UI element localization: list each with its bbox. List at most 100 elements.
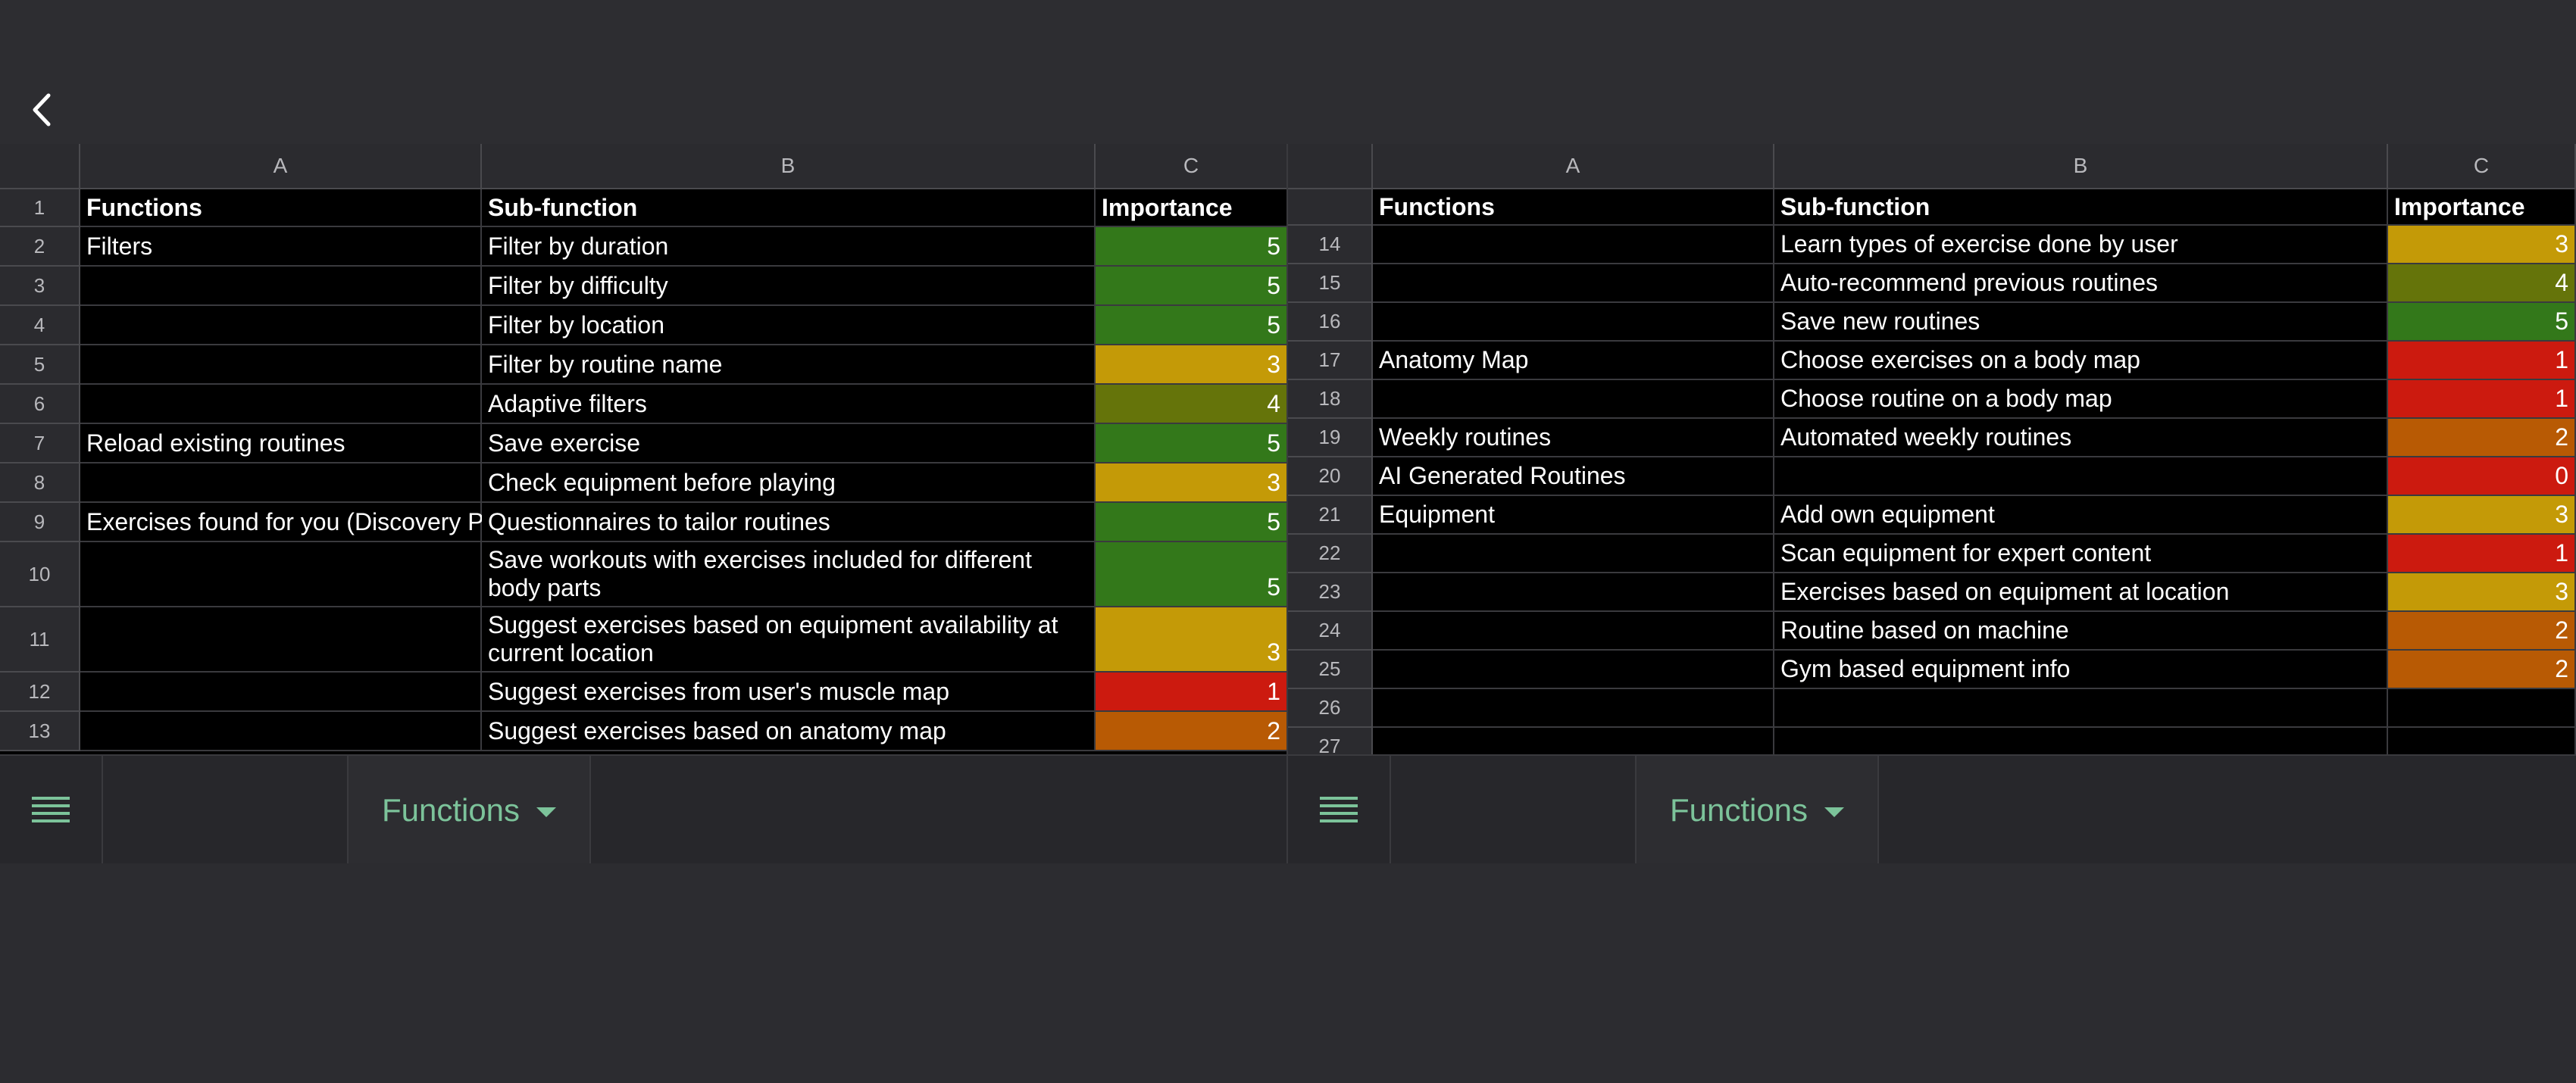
column-b-header[interactable]: B	[1774, 144, 2388, 189]
row-number[interactable]	[1288, 189, 1373, 226]
cell-function[interactable]: AI Generated Routines	[1373, 457, 1774, 496]
cell-importance[interactable]: 1	[2388, 535, 2576, 573]
cell-function[interactable]	[80, 267, 482, 306]
row-number[interactable]: 13	[0, 712, 80, 751]
cell-sub-function[interactable]: Save exercise	[482, 424, 1096, 463]
cell-sub-function[interactable]: Automated weekly routines	[1774, 419, 2388, 457]
cell-sub-function[interactable]: Exercises based on equipment at location	[1774, 573, 2388, 612]
column-c-header[interactable]: C	[1096, 144, 1288, 189]
cell-function[interactable]: Reload existing routines	[80, 424, 482, 463]
cell-sub-function[interactable]: Check equipment before playing	[482, 463, 1096, 503]
cell-importance[interactable]: 5	[1096, 267, 1288, 306]
cell-sub-function[interactable]: Filter by routine name	[482, 345, 1096, 385]
row-number[interactable]: 19	[1288, 419, 1373, 457]
header-cell-b[interactable]: Sub-function	[1774, 189, 2388, 226]
cell-function[interactable]: Weekly routines	[1373, 419, 1774, 457]
cell-function[interactable]	[80, 712, 482, 751]
cell-importance[interactable]: 2	[1096, 712, 1288, 751]
cell-importance[interactable]: 3	[2388, 226, 2576, 264]
spreadsheet-grid[interactable]: A B C Functions Sub-function Importance 14 Lear…	[1288, 144, 2576, 754]
cell-importance[interactable]: 3	[2388, 573, 2576, 612]
row-number[interactable]: 10	[0, 542, 80, 607]
cell-sub-function[interactable]: Suggest exercises from user's muscle map	[482, 673, 1096, 712]
row-number[interactable]: 15	[1288, 264, 1373, 303]
cell-sub-function[interactable]: Gym based equipment info	[1774, 651, 2388, 689]
cell-sub-function[interactable]: Learn types of exercise done by user	[1774, 226, 2388, 264]
row-number[interactable]: 21	[1288, 496, 1373, 535]
cell-sub-function[interactable]: Suggest exercises based on equipment ava…	[482, 607, 1096, 673]
cell-importance[interactable]: 2	[2388, 651, 2576, 689]
cell-function[interactable]: Anatomy Map	[1373, 342, 1774, 380]
row-number[interactable]: 11	[0, 607, 80, 673]
cell-importance[interactable]: 5	[1096, 227, 1288, 267]
row-number[interactable]: 18	[1288, 380, 1373, 419]
row-number[interactable]: 14	[1288, 226, 1373, 264]
cell-function[interactable]: Functions	[80, 189, 482, 227]
cell-sub-function[interactable]: Save workouts with exercises included fo…	[482, 542, 1096, 607]
cell-sub-function[interactable]: Suggest exercises based on anatomy map	[482, 712, 1096, 751]
all-sheets-button[interactable]	[0, 756, 103, 863]
cell-function[interactable]	[1373, 651, 1774, 689]
cell-importance[interactable]: 3	[1096, 607, 1288, 673]
row-number[interactable]: 1	[0, 189, 80, 227]
cell-function[interactable]: Filters	[80, 227, 482, 267]
cell-sub-function[interactable]: Scan equipment for expert content	[1774, 535, 2388, 573]
cell-function[interactable]	[1373, 535, 1774, 573]
cell-sub-function[interactable]: Auto-recommend previous routines	[1774, 264, 2388, 303]
cell-sub-function[interactable]: Choose exercises on a body map	[1774, 342, 2388, 380]
cell-sub-function[interactable]: Adaptive filters	[482, 385, 1096, 424]
cell-function[interactable]	[80, 463, 482, 503]
cell-function[interactable]: Equipment	[1373, 496, 1774, 535]
cell-function[interactable]	[1373, 226, 1774, 264]
cell-function[interactable]	[1373, 573, 1774, 612]
cell-sub-function[interactable]: Filter by duration	[482, 227, 1096, 267]
cell-sub-function[interactable]	[1774, 728, 2388, 754]
cell-importance[interactable]: 4	[1096, 385, 1288, 424]
all-sheets-button[interactable]	[1288, 756, 1391, 863]
row-number[interactable]: 9	[0, 503, 80, 542]
cell-function[interactable]	[80, 607, 482, 673]
cell-importance[interactable]: 1	[2388, 342, 2576, 380]
cell-function[interactable]	[80, 385, 482, 424]
row-number[interactable]: 26	[1288, 689, 1373, 728]
row-number[interactable]: 17	[1288, 342, 1373, 380]
cell-importance[interactable]: 2	[2388, 419, 2576, 457]
cell-importance[interactable]: 3	[1096, 345, 1288, 385]
cell-sub-function[interactable]: Filter by difficulty	[482, 267, 1096, 306]
column-a-header[interactable]: A	[1373, 144, 1774, 189]
cell-importance[interactable]	[2388, 689, 2576, 728]
cell-function[interactable]: Exercises found for you (Discovery P	[80, 503, 484, 542]
row-number[interactable]: 2	[0, 227, 80, 267]
header-cell-a[interactable]: Functions	[1373, 189, 1774, 226]
cell-sub-function[interactable]: Add own equipment	[1774, 496, 2388, 535]
cell-sub-function[interactable]: Questionnaires to tailor routines	[482, 503, 1096, 542]
row-number[interactable]: 5	[0, 345, 80, 385]
back-button[interactable]	[23, 83, 61, 136]
cell-function[interactable]	[1373, 380, 1774, 419]
cell-function[interactable]	[1373, 264, 1774, 303]
column-b-header[interactable]: B	[482, 144, 1096, 189]
cell-importance-header[interactable]: Importance	[1096, 189, 1288, 227]
cell-importance[interactable]: 1	[1096, 673, 1288, 712]
cell-sub-function[interactable]: Routine based on machine	[1774, 612, 2388, 651]
cell-function[interactable]	[1373, 689, 1774, 728]
cell-importance[interactable]: 5	[1096, 542, 1288, 607]
cell-importance[interactable]: 5	[1096, 306, 1288, 345]
tab-functions[interactable]: Functions	[1637, 756, 1879, 863]
cell-function[interactable]	[80, 542, 482, 607]
row-number[interactable]: 7	[0, 424, 80, 463]
row-number[interactable]: 27	[1288, 728, 1373, 754]
cell-importance[interactable]: 1	[2388, 380, 2576, 419]
cell-sub-function[interactable]	[1774, 457, 2388, 496]
select-all-corner[interactable]	[0, 144, 80, 189]
row-number[interactable]: 12	[0, 673, 80, 712]
cell-importance[interactable]: 4	[2388, 264, 2576, 303]
row-number[interactable]: 3	[0, 267, 80, 306]
row-number[interactable]: 16	[1288, 303, 1373, 342]
cell-function[interactable]	[80, 673, 482, 712]
select-all-corner[interactable]	[1288, 144, 1373, 189]
cell-sub-function[interactable]: Choose routine on a body map	[1774, 380, 2388, 419]
cell-sub-function[interactable]: Filter by location	[482, 306, 1096, 345]
header-cell-c[interactable]: Importance	[2388, 189, 2576, 226]
cell-importance[interactable]: 2	[2388, 612, 2576, 651]
